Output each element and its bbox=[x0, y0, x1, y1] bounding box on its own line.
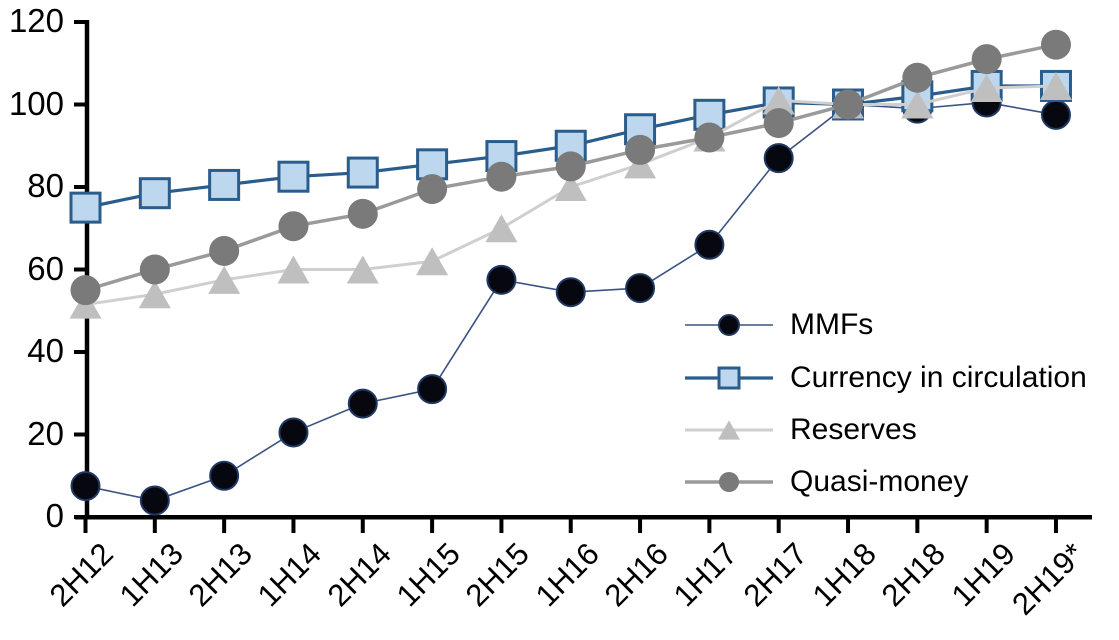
data-point-marker bbox=[1040, 29, 1071, 60]
data-point-marker bbox=[278, 417, 309, 448]
series-quasi-money bbox=[70, 29, 1071, 306]
data-point-marker bbox=[555, 277, 586, 308]
data-point-marker bbox=[347, 388, 378, 419]
y-tick-label: 40 bbox=[27, 332, 64, 369]
legend-item-currency-in-circulation: Currency in circulation bbox=[683, 360, 1087, 396]
legend-item-quasi-money: Quasi-money bbox=[683, 464, 968, 500]
data-point-marker bbox=[70, 275, 101, 306]
data-point-marker bbox=[719, 472, 739, 492]
data-point-marker bbox=[718, 420, 740, 440]
data-point-marker bbox=[486, 161, 517, 192]
data-point-marker bbox=[70, 471, 101, 502]
y-tick-label: 80 bbox=[27, 167, 64, 204]
data-point-marker bbox=[346, 255, 379, 284]
data-point-marker bbox=[694, 122, 725, 153]
quasi-money-legend-marker-icon bbox=[685, 472, 773, 492]
data-point-marker bbox=[346, 156, 379, 189]
data-point-marker bbox=[971, 44, 1002, 75]
data-point-marker bbox=[138, 280, 171, 309]
data-point-marker bbox=[208, 168, 241, 201]
data-point-marker bbox=[485, 214, 518, 243]
y-tick-label: 120 bbox=[8, 2, 64, 39]
data-point-marker bbox=[416, 247, 449, 276]
y-tick-label: 60 bbox=[27, 249, 64, 287]
data-point-marker bbox=[762, 86, 795, 115]
data-point-marker bbox=[970, 74, 1003, 102]
y-tick-label: 100 bbox=[8, 84, 64, 122]
legend-item-mmfs: MMFs bbox=[683, 307, 873, 343]
data-point-marker bbox=[902, 62, 933, 93]
data-point-marker bbox=[417, 174, 448, 205]
legend-label-reserves: Reserves bbox=[790, 413, 917, 446]
legend-label-currency-in-circulation: Currency in circulation bbox=[790, 361, 1087, 394]
data-point-marker bbox=[901, 90, 934, 119]
data-point-marker bbox=[554, 173, 587, 201]
data-point-marker bbox=[763, 143, 794, 174]
data-point-marker bbox=[625, 273, 656, 304]
currency-legend-marker-icon bbox=[685, 366, 773, 390]
legend-label-mmfs: MMFs bbox=[790, 308, 874, 341]
data-point-marker bbox=[69, 191, 102, 224]
data-point-marker bbox=[833, 89, 864, 120]
mmfs-legend-marker-icon bbox=[685, 314, 773, 336]
data-point-marker bbox=[347, 198, 378, 229]
data-point-marker bbox=[717, 366, 741, 390]
data-point-marker bbox=[277, 160, 310, 193]
data-point-marker bbox=[694, 229, 725, 260]
reserves-legend-marker-icon bbox=[685, 420, 773, 440]
legend-item-reserves: Reserves bbox=[683, 412, 917, 448]
data-point-marker bbox=[555, 151, 586, 182]
y-tick-label: 20 bbox=[27, 414, 64, 452]
data-point-marker bbox=[277, 255, 310, 284]
data-point-marker bbox=[209, 460, 240, 491]
data-point-marker bbox=[625, 134, 656, 165]
y-tick-label: 0 bbox=[45, 497, 64, 534]
data-point-marker bbox=[763, 108, 794, 139]
data-point-marker bbox=[209, 235, 240, 266]
data-point-marker bbox=[718, 314, 740, 336]
data-point-marker bbox=[138, 177, 171, 210]
data-point-marker bbox=[486, 264, 517, 295]
data-point-marker bbox=[208, 265, 241, 294]
legend-label-quasi-money: Quasi-money bbox=[790, 465, 969, 498]
data-point-marker bbox=[417, 374, 448, 405]
data-point-marker bbox=[1039, 71, 1072, 100]
data-point-marker bbox=[139, 254, 170, 285]
data-point-marker bbox=[1040, 99, 1071, 130]
axes bbox=[74, 20, 1092, 533]
data-point-marker bbox=[278, 211, 309, 242]
data-point-marker bbox=[416, 148, 449, 181]
data-point-marker bbox=[139, 485, 170, 516]
